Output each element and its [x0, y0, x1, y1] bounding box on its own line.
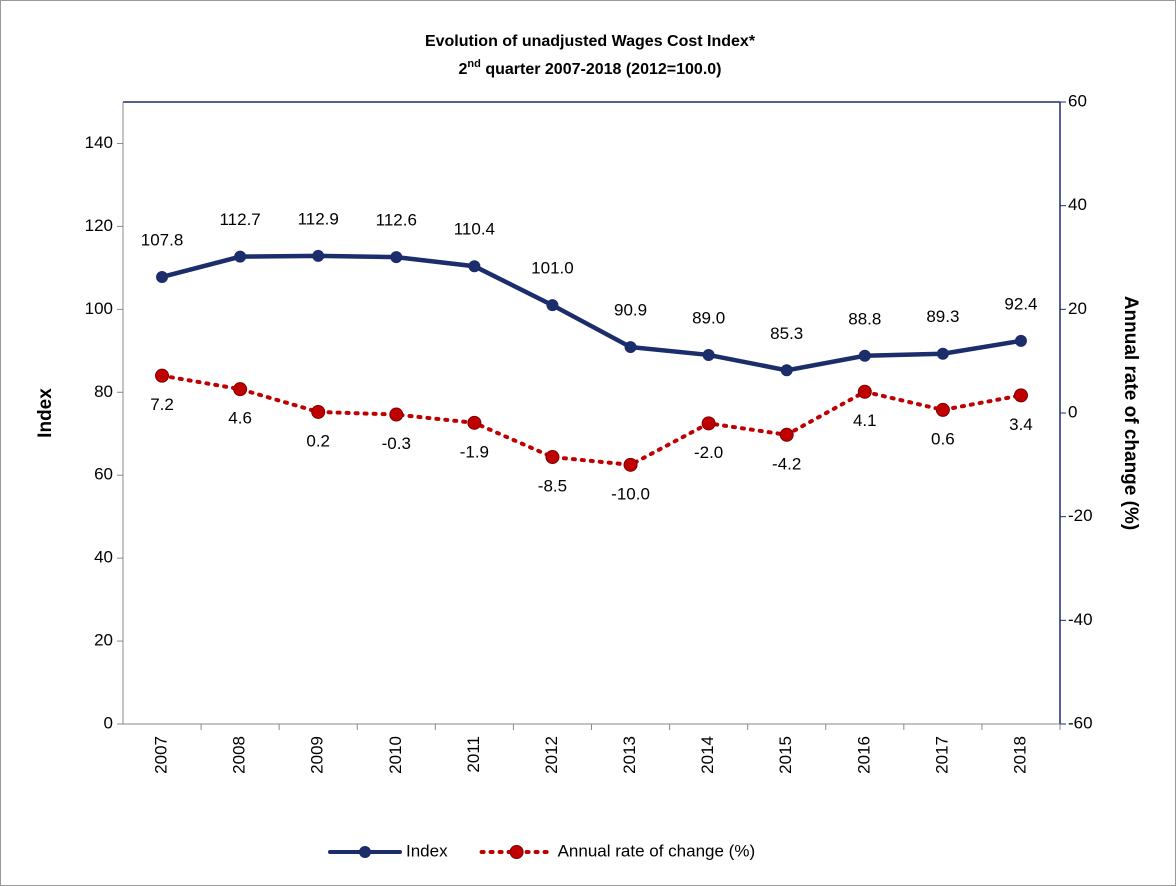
data-label: 92.4	[1004, 294, 1037, 313]
x-tick-label: 2014	[698, 736, 717, 774]
point	[389, 407, 404, 422]
point	[156, 270, 169, 283]
point	[624, 341, 637, 354]
data-label: 112.6	[376, 211, 417, 230]
data-label: -0.3	[382, 434, 411, 453]
data-label: 0.2	[306, 431, 330, 450]
x-tick-label: 2011	[464, 736, 483, 773]
data-label: 107.8	[141, 230, 184, 249]
data-label: 85.3	[770, 324, 803, 343]
data-label: 0.6	[931, 429, 955, 448]
data-label: 90.9	[614, 301, 647, 320]
subtitle-sup: nd	[467, 58, 480, 70]
data-label: 7.2	[150, 395, 174, 414]
point	[546, 299, 559, 312]
chart-subtitle: 2nd quarter 2007-2018 (2012=100.0)	[459, 58, 722, 78]
y-tick-label: 140	[85, 133, 113, 152]
x-tick-label: 2012	[542, 736, 561, 774]
y2-tick-label: 20	[1068, 299, 1087, 318]
y-tick-label: 60	[94, 465, 113, 484]
x-tick-label: 2017	[932, 736, 951, 774]
x-tick-label: 2013	[620, 736, 639, 774]
point	[858, 349, 871, 362]
x-tick-label: 2007	[152, 736, 171, 774]
point	[936, 347, 949, 360]
data-label: 88.8	[848, 309, 881, 328]
data-label: -2.0	[694, 443, 723, 462]
data-label: 4.6	[228, 409, 252, 428]
series-line	[159, 253, 1024, 373]
subtitle-part: quarter 2007-2018 (2012=100.0)	[481, 61, 722, 78]
x-tick-label: 2008	[230, 736, 249, 774]
y2-tick-label: 0	[1068, 402, 1077, 421]
point	[312, 249, 325, 262]
point	[780, 364, 793, 377]
legend-label: Annual rate of change (%)	[558, 841, 756, 860]
point	[701, 416, 716, 431]
y-tick-label: 40	[94, 548, 113, 567]
data-label: -10.0	[611, 484, 650, 503]
point	[1013, 388, 1028, 403]
x-tick-label: 2009	[308, 736, 327, 774]
y2-tick-label: 60	[1068, 91, 1087, 110]
data-label: 89.0	[692, 308, 725, 327]
point	[155, 368, 170, 383]
point	[311, 404, 326, 419]
point	[390, 251, 403, 264]
legend-marker	[359, 846, 371, 858]
point	[779, 427, 794, 442]
y2-tick-label: -60	[1068, 713, 1093, 732]
y2-tick-label: -20	[1068, 506, 1093, 525]
point	[467, 415, 482, 430]
data-label: 112.7	[219, 210, 260, 229]
point	[468, 260, 481, 273]
y2-axis-label: Annual rate of change (%)	[1120, 296, 1141, 530]
series-line	[160, 373, 1023, 467]
x-tick-label: 2010	[386, 736, 405, 774]
legend-marker	[509, 845, 524, 859]
y2-tick-label: -40	[1068, 610, 1093, 629]
data-label: 112.9	[298, 209, 339, 228]
chart-title: Evolution of unadjusted Wages Cost Index…	[425, 33, 756, 50]
point	[935, 402, 950, 417]
point	[1014, 334, 1027, 347]
point	[623, 457, 638, 472]
data-label: -1.9	[460, 442, 489, 461]
subtitle-part: 2	[459, 61, 468, 78]
y-tick-label: 100	[85, 299, 113, 318]
y2-tick-label: 40	[1068, 195, 1087, 214]
y-tick-label: 0	[104, 713, 113, 732]
x-tick-label: 2016	[854, 736, 873, 774]
x-tick-label: 2015	[776, 736, 795, 774]
data-label: 110.4	[454, 220, 495, 239]
data-label: 3.4	[1009, 415, 1033, 434]
y-tick-label: 20	[94, 631, 113, 650]
data-label: 4.1	[853, 411, 877, 430]
point	[702, 348, 715, 361]
point	[857, 384, 872, 399]
y-tick-label: 80	[94, 382, 113, 401]
y-tick-label: 120	[85, 216, 113, 235]
x-tick-label: 2018	[1010, 736, 1029, 774]
y-axis-label: Index	[35, 388, 56, 438]
point	[233, 382, 248, 397]
data-label: 89.3	[926, 307, 959, 326]
point	[234, 250, 247, 263]
data-label: 101.0	[531, 259, 574, 278]
point	[545, 450, 560, 465]
data-label: -8.5	[538, 477, 567, 496]
legend-label: Index	[406, 841, 448, 860]
data-label: -4.2	[772, 454, 801, 473]
